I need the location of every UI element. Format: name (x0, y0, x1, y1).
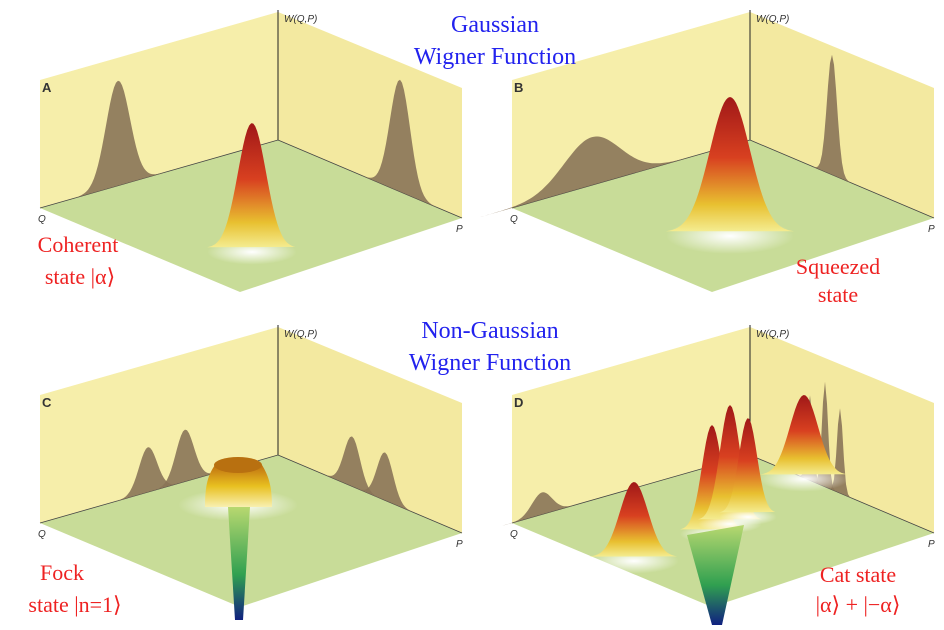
panel-letter: A (42, 80, 52, 95)
panel-letter: C (42, 395, 52, 410)
axis-label: P (456, 224, 463, 235)
axis-label: Q (38, 529, 46, 540)
axis-label: Q (38, 214, 46, 225)
panel-letter: B (514, 80, 523, 95)
caption: Squeezed (796, 254, 880, 279)
caption: state |n=1⟩ (28, 592, 121, 617)
panel-letter: D (514, 395, 523, 410)
figure: A W(Q,P) Q P B W(Q,P) Q P C W(Q,P) Q P D W(Q,P) Q P Gau… (0, 0, 944, 630)
axis-label: W(Q,P) (756, 329, 789, 340)
axis-label: W(Q,P) (756, 14, 789, 25)
heading: Gaussian (451, 12, 539, 38)
caption: state |α⟩ (45, 264, 115, 289)
axis-label: W(Q,P) (284, 329, 317, 340)
panel: C W(Q,P) Q P (38, 325, 463, 620)
caption: Fock (40, 560, 84, 585)
axis-label: W(Q,P) (284, 14, 317, 25)
axis-label: Q (510, 214, 518, 225)
axis-label: P (928, 224, 935, 235)
heading: Non-Gaussian (421, 318, 558, 344)
heading: Wigner Function (409, 350, 571, 376)
heading: Wigner Function (414, 44, 576, 70)
caption: Coherent (38, 232, 119, 257)
ring-top (214, 457, 262, 473)
caption: Cat state (820, 562, 896, 587)
caption: |α⟩ + |−α⟩ (816, 592, 901, 617)
axis-label: Q (510, 529, 518, 540)
caption: state (818, 282, 858, 307)
axis-label: P (456, 539, 463, 550)
axis-label: P (928, 539, 935, 550)
